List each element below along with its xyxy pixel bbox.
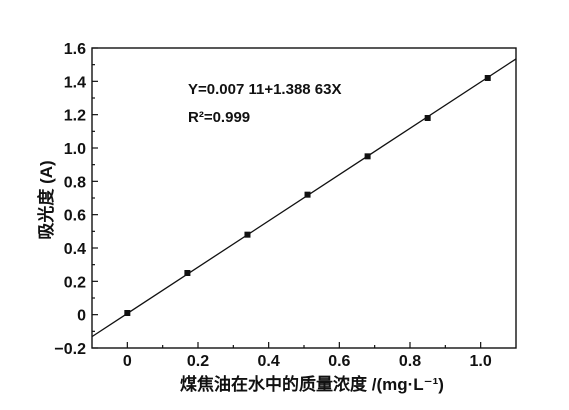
y-tick-label: 0.2	[64, 274, 86, 291]
x-tick-label: 0.2	[187, 353, 209, 370]
y-tick-label: 1.2	[64, 108, 86, 125]
y-tick-label: 0.6	[64, 208, 86, 225]
data-point	[184, 270, 191, 276]
data-point	[124, 310, 131, 316]
regression-equation: Y=0.007 11+1.388 63X	[188, 81, 341, 98]
y-tick-label: 1.6	[64, 41, 86, 58]
data-point	[244, 231, 251, 238]
y-axis: −0.2 0 0.2 0.4 0.6 0.8 1.0 1.2 1.4 1.6	[54, 41, 98, 358]
x-tick-label: 0.6	[328, 353, 350, 370]
regression-line	[91, 58, 517, 338]
x-tick-label: 1.0	[470, 353, 492, 370]
data-point	[304, 191, 311, 198]
y-tick-label: 0.8	[64, 174, 86, 191]
x-axis-title: 煤焦油在水中的质量浓度 /(mg·L⁻¹)	[180, 374, 444, 394]
y-tick-label: 0.4	[64, 241, 86, 258]
y-tick-label: 0	[77, 308, 86, 325]
y-axis-title: 吸光度 (A)	[36, 160, 56, 239]
data-point	[424, 115, 431, 121]
data-points	[124, 75, 491, 316]
y-tick-label: −0.2	[54, 341, 86, 358]
x-tick-label: 0	[123, 353, 132, 370]
data-point	[364, 153, 371, 160]
data-point	[484, 75, 491, 81]
x-axis: 0 0.2 0.4 0.6 0.8 1.0	[123, 342, 492, 370]
x-tick-label: 0.4	[258, 353, 280, 370]
x-tick-label: 0.8	[399, 353, 421, 370]
r-squared-value: R²=0.999	[188, 109, 250, 126]
y-tick-label: 1.0	[64, 141, 86, 158]
y-tick-label: 1.4	[64, 74, 86, 91]
